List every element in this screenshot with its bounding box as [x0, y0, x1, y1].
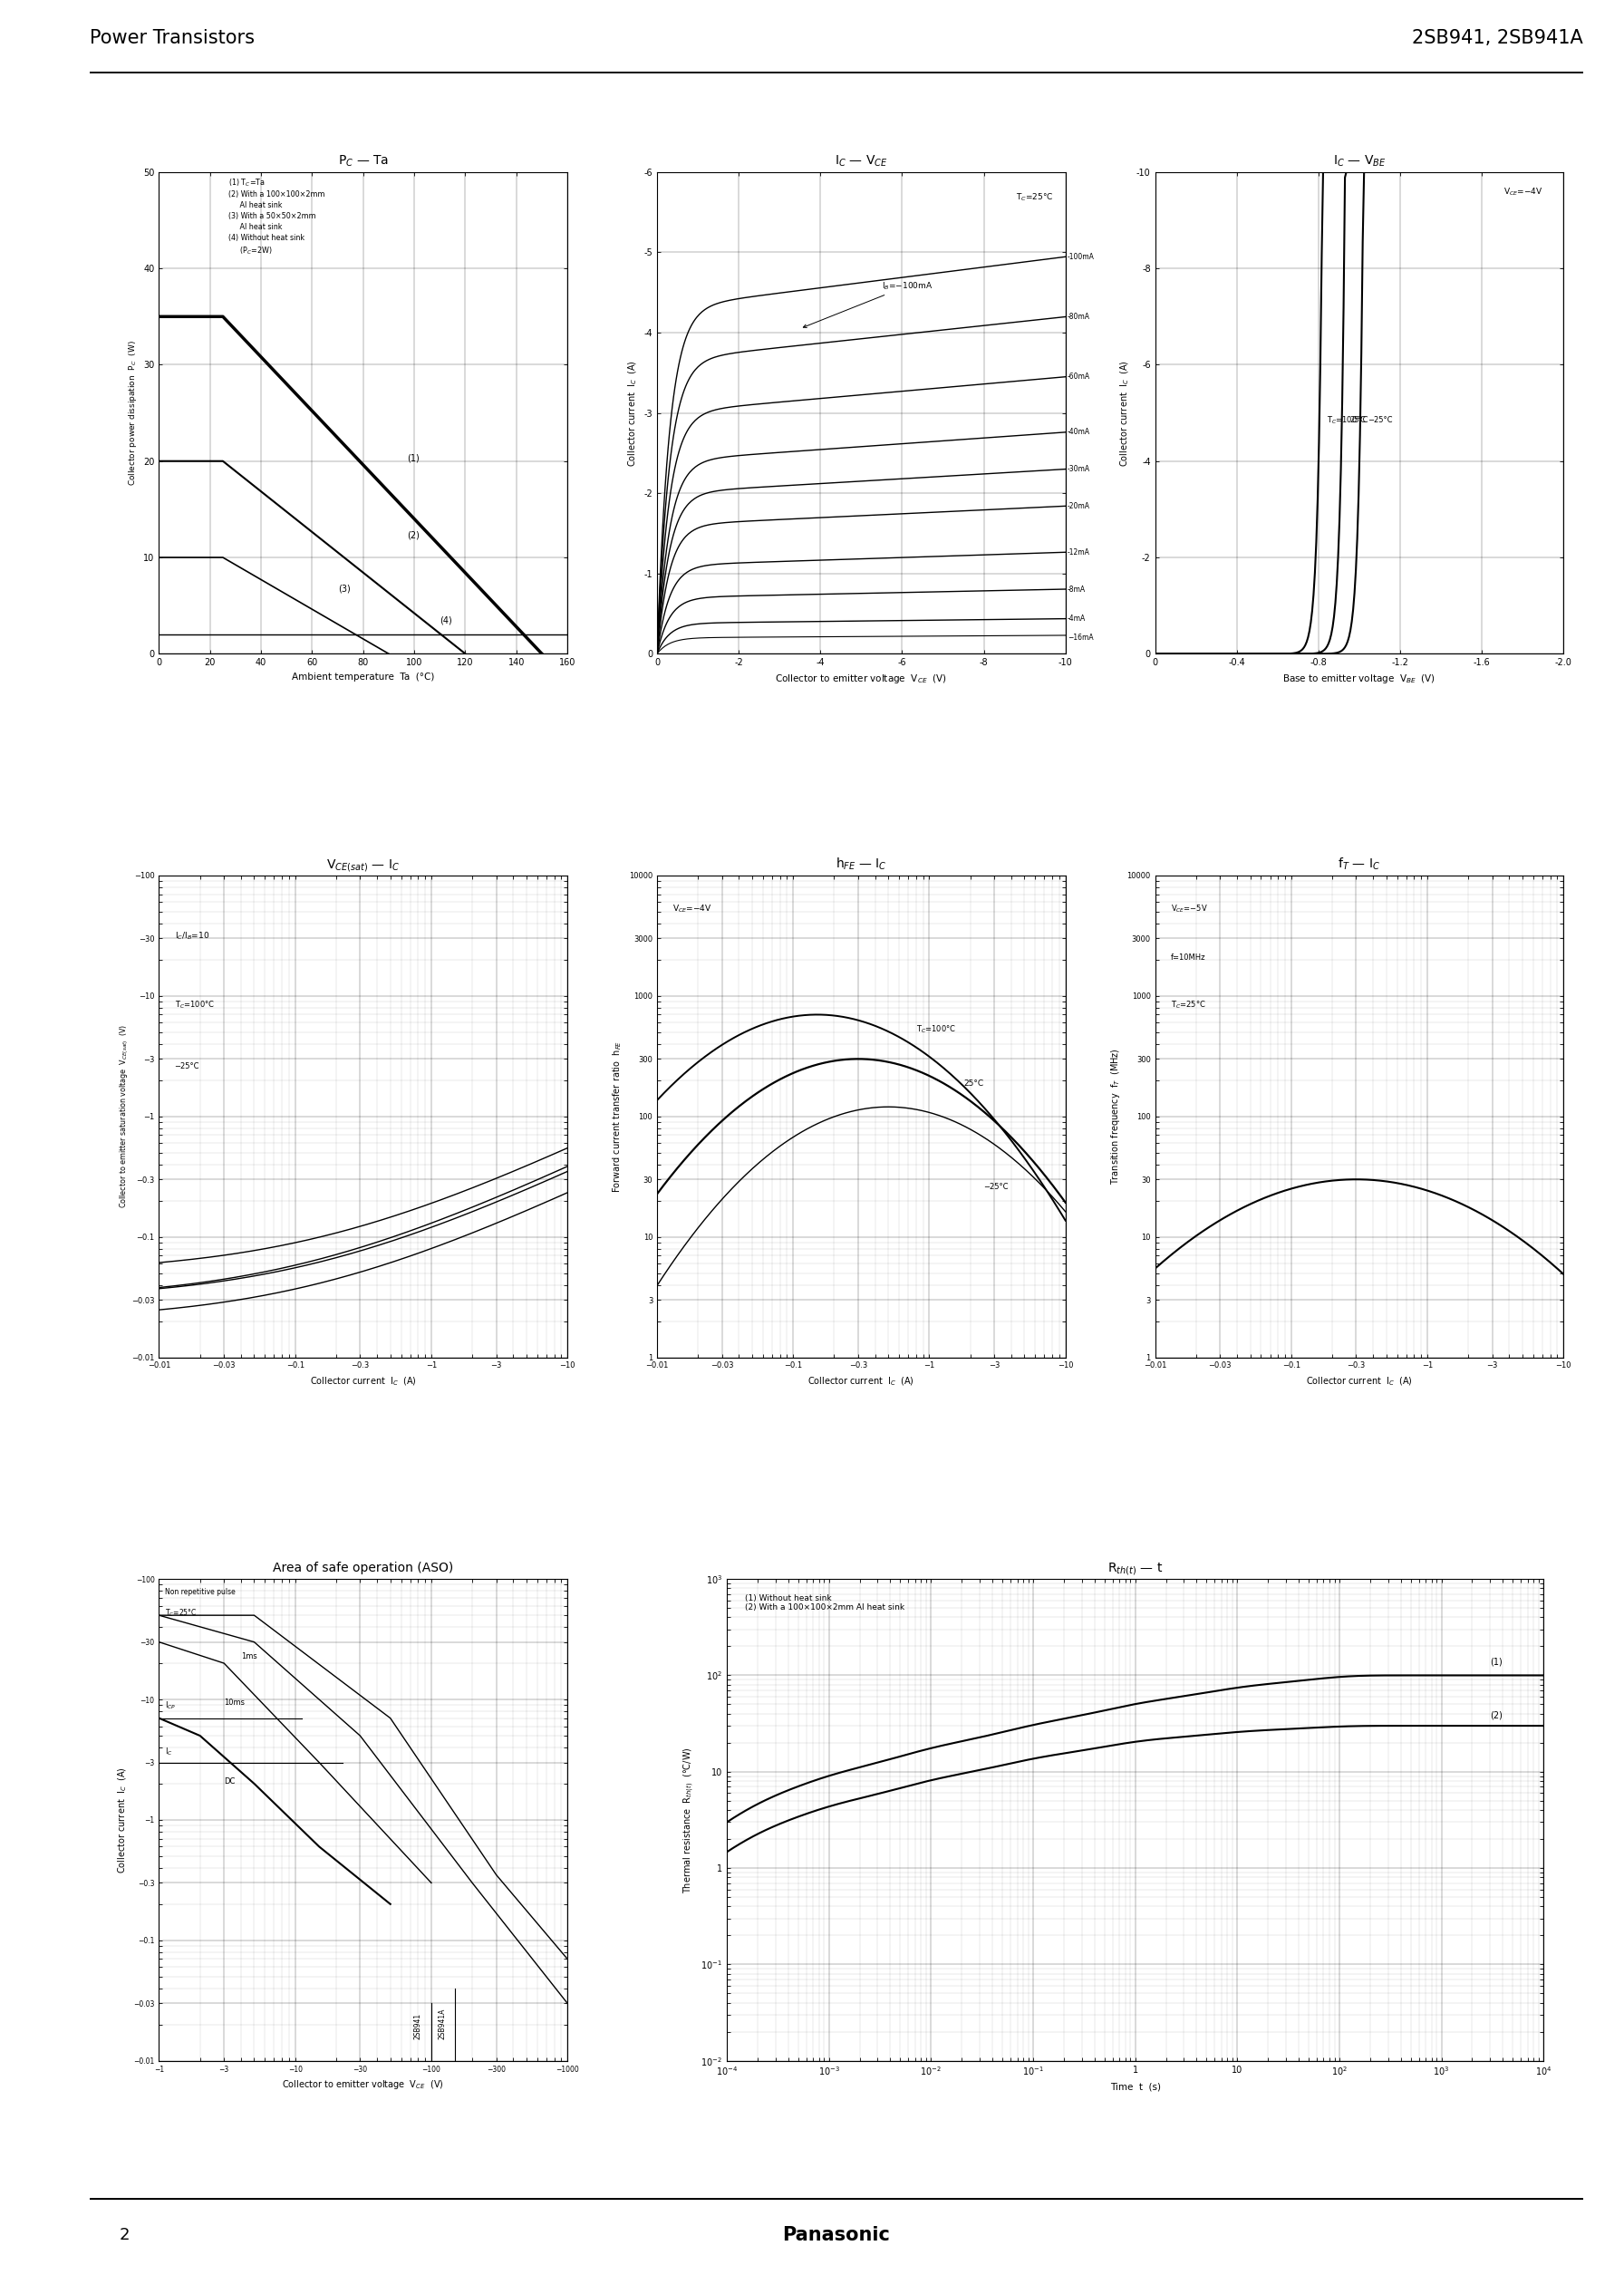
Text: I$_{CP}$: I$_{CP}$ — [164, 1700, 175, 1711]
Text: 2SB941: 2SB941 — [414, 2014, 422, 2039]
X-axis label: Collector current  I$_C$  (A): Collector current I$_C$ (A) — [310, 1374, 417, 1388]
Title: I$_C$ — V$_{BE}$: I$_C$ — V$_{BE}$ — [1333, 154, 1385, 167]
Text: V$_{CE}$=−4V: V$_{CE}$=−4V — [1504, 186, 1543, 197]
Text: DC: DC — [224, 1778, 235, 1785]
Text: (2): (2) — [1491, 1711, 1502, 1720]
X-axis label: Base to emitter voltage  V$_{BE}$  (V): Base to emitter voltage V$_{BE}$ (V) — [1283, 672, 1436, 686]
Text: (1) T$_C$=Ta
(2) With a 100×100×2mm
     Al heat sink
(3) With a 50×50×2mm
     : (1) T$_C$=Ta (2) With a 100×100×2mm Al h… — [227, 177, 325, 257]
Text: -100mA: -100mA — [1067, 252, 1095, 262]
Y-axis label: Collector power dissipation  P$_C$  (W): Collector power dissipation P$_C$ (W) — [127, 340, 138, 486]
Text: 10ms: 10ms — [224, 1698, 245, 1707]
Text: -8mA: -8mA — [1067, 585, 1086, 594]
Text: (2): (2) — [406, 530, 419, 539]
Title: P$_C$ — Ta: P$_C$ — Ta — [338, 154, 388, 167]
X-axis label: Time  t  (s): Time t (s) — [1109, 2083, 1161, 2092]
Text: 2SB941, 2SB941A: 2SB941, 2SB941A — [1413, 30, 1583, 48]
Y-axis label: Transition frequency  f$_T$  (MHz): Transition frequency f$_T$ (MHz) — [1109, 1048, 1122, 1184]
Y-axis label: Collector current  I$_C$  (A): Collector current I$_C$ (A) — [1119, 360, 1132, 466]
Y-axis label: Thermal resistance  R$_{th(t)}$  (°C/W): Thermal resistance R$_{th(t)}$ (°C/W) — [682, 1746, 695, 1893]
Text: I$_C$/I$_B$=10: I$_C$/I$_B$=10 — [174, 931, 209, 943]
Text: -80mA: -80mA — [1067, 312, 1090, 321]
Text: Panasonic: Panasonic — [783, 2227, 890, 2244]
Text: Power Transistors: Power Transistors — [89, 30, 255, 48]
Text: T$_C$=100°C: T$_C$=100°C — [1327, 415, 1367, 427]
Text: −25°C: −25°C — [984, 1184, 1009, 1191]
Text: -30mA: -30mA — [1067, 466, 1090, 473]
Text: 2: 2 — [119, 2227, 130, 2244]
X-axis label: Collector current  I$_C$  (A): Collector current I$_C$ (A) — [1306, 1374, 1413, 1388]
Title: R$_{th(t)}$ — t: R$_{th(t)}$ — t — [1108, 1560, 1163, 1576]
Text: (3): (3) — [338, 585, 351, 592]
Text: f=10MHz: f=10MHz — [1171, 954, 1205, 961]
Text: 25°C: 25°C — [965, 1078, 984, 1087]
Text: T$_C$=100°C: T$_C$=100°C — [174, 1000, 214, 1012]
Text: −25°C: −25°C — [1367, 415, 1392, 424]
Text: 2SB941A: 2SB941A — [438, 2010, 447, 2039]
Text: T$_C$=100°C: T$_C$=100°C — [916, 1023, 957, 1035]
Title: I$_C$ — V$_{CE}$: I$_C$ — V$_{CE}$ — [835, 154, 888, 167]
Text: V$_{CE}$=−4V: V$_{CE}$=−4V — [672, 904, 713, 915]
Text: (1) Without heat sink
(2) With a 100×100×2mm Al heat sink: (1) Without heat sink (2) With a 100×100… — [745, 1594, 905, 1613]
Text: (1): (1) — [1491, 1656, 1502, 1665]
Text: I$_C$: I$_C$ — [164, 1746, 172, 1757]
Text: -60mA: -60mA — [1067, 372, 1090, 381]
Text: 25°C: 25°C — [1350, 415, 1369, 424]
Title: h$_{FE}$ — I$_C$: h$_{FE}$ — I$_C$ — [835, 856, 887, 872]
X-axis label: Ambient temperature  Ta  (°C): Ambient temperature Ta (°C) — [292, 672, 435, 681]
Title: Area of safe operation (ASO): Area of safe operation (ASO) — [273, 1562, 453, 1574]
Text: I$_B$=−100mA: I$_B$=−100mA — [804, 280, 932, 328]
X-axis label: Collector current  I$_C$  (A): Collector current I$_C$ (A) — [807, 1374, 914, 1388]
Text: (1): (1) — [406, 454, 419, 463]
Text: −25°C: −25°C — [174, 1062, 200, 1071]
Y-axis label: Collector current  I$_C$  (A): Collector current I$_C$ (A) — [115, 1766, 128, 1874]
Text: T$_C$=25°C: T$_C$=25°C — [164, 1608, 197, 1620]
X-axis label: Collector to emitter voltage  V$_{CE}$  (V): Collector to emitter voltage V$_{CE}$ (V… — [283, 2078, 445, 2092]
X-axis label: Collector to emitter voltage  V$_{CE}$  (V): Collector to emitter voltage V$_{CE}$ (V… — [775, 672, 947, 686]
Y-axis label: Collector current  I$_C$  (A): Collector current I$_C$ (A) — [627, 360, 638, 466]
Text: 1ms: 1ms — [240, 1652, 257, 1661]
Y-axis label: Forward current transfer ratio  h$_{FE}$: Forward current transfer ratio h$_{FE}$ — [611, 1039, 624, 1193]
Text: -20mA: -20mA — [1067, 502, 1090, 509]
Text: (4): (4) — [440, 615, 451, 624]
Text: -4mA: -4mA — [1067, 615, 1086, 622]
Title: V$_{CE(sat)}$ — I$_C$: V$_{CE(sat)}$ — I$_C$ — [326, 858, 400, 874]
Text: -12mA: -12mA — [1067, 548, 1090, 557]
Text: T$_C$=25°C: T$_C$=25°C — [1015, 193, 1054, 204]
Title: f$_T$ — I$_C$: f$_T$ — I$_C$ — [1338, 856, 1380, 872]
Text: Non repetitive pulse: Non repetitive pulse — [164, 1587, 235, 1597]
Text: -40mA: -40mA — [1067, 429, 1090, 436]
Text: V$_{CE}$=−5V: V$_{CE}$=−5V — [1171, 904, 1208, 915]
Text: −16mA: −16mA — [1067, 633, 1093, 642]
Text: T$_C$=25°C: T$_C$=25°C — [1171, 1000, 1207, 1012]
Y-axis label: Collector to emitter saturation voltage  V$_{CE(sat)}$  (V): Collector to emitter saturation voltage … — [119, 1025, 130, 1209]
